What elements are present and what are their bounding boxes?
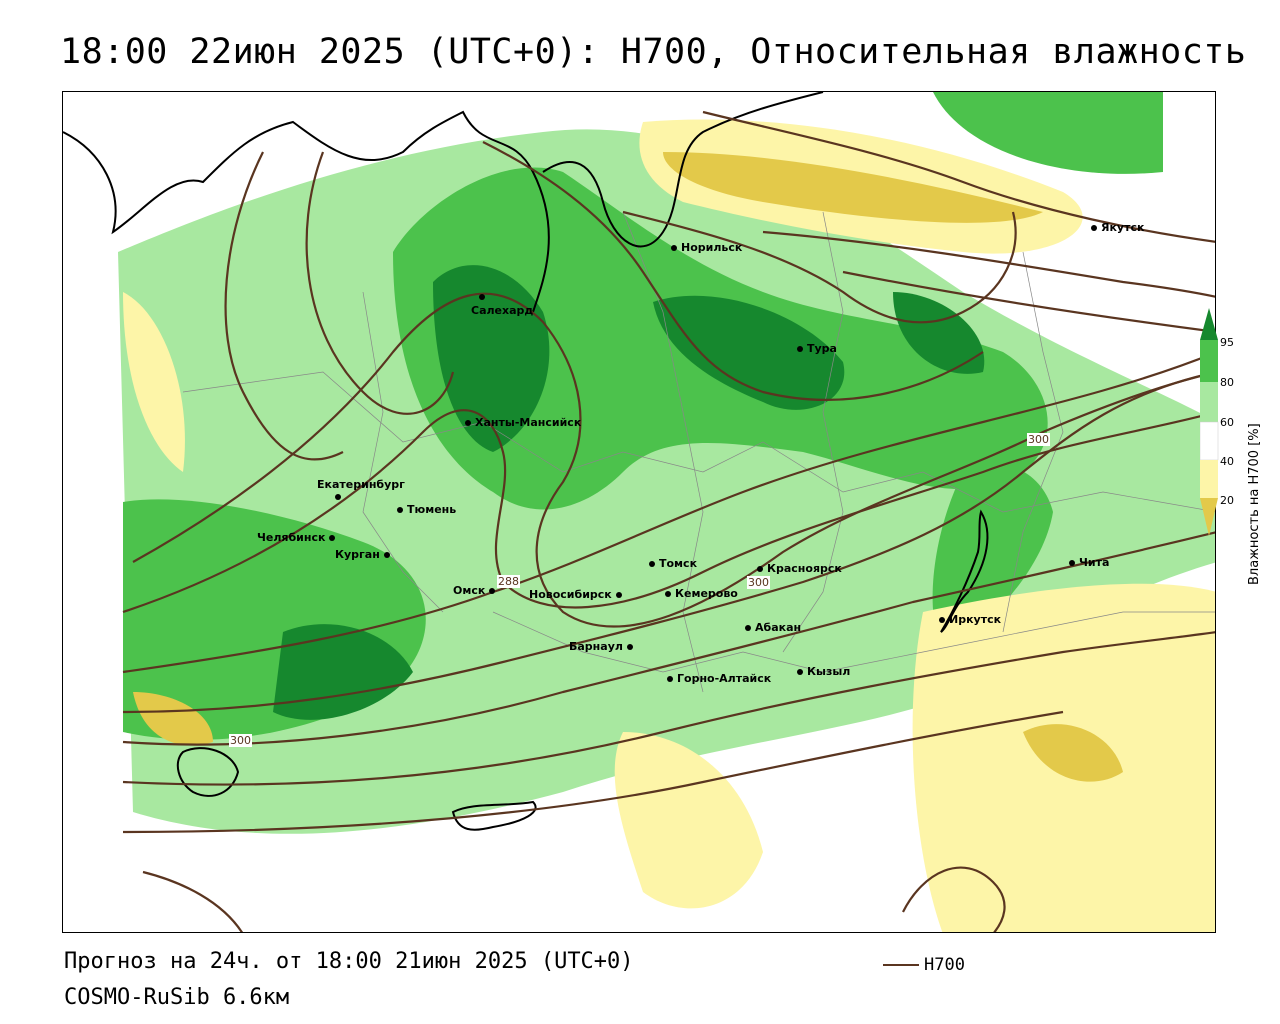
city-marker [615, 592, 622, 598]
city-chelyabinsk: Челябинск [257, 531, 339, 544]
city-kurgan: Курган [335, 548, 394, 561]
lake-baikal [940, 509, 989, 633]
city-marker [667, 676, 673, 682]
city-marker [397, 507, 403, 513]
map-canvas [63, 92, 1215, 932]
city-salekhard-label: Салехард [471, 304, 534, 317]
map-title: 18:00 22июн 2025 (UTC+0): H700, Относите… [60, 32, 1247, 72]
legend-tick: 80 [1220, 376, 1234, 389]
city-gorno-altaysk: Горно-Алтайск [667, 672, 771, 685]
city-yekaterinburg-label: Екатеринбург [317, 478, 405, 491]
admin-borders [182, 211, 1215, 693]
legend-title: Влажность на H700 [%] [1247, 423, 1262, 585]
contour-label: 288 [497, 575, 520, 588]
caspian-sea [176, 747, 240, 797]
forecast-info: Прогноз на 24ч. от 18:00 21июн 2025 (UTC… [64, 949, 634, 974]
city-omsk: Омск [453, 584, 499, 597]
city-marker [479, 294, 485, 300]
city-marker [665, 591, 671, 597]
contour-label: 300 [1027, 433, 1050, 446]
city-novosibirsk: Новосибирск [529, 588, 626, 601]
legend-tick: 20 [1220, 494, 1234, 507]
city-marker [939, 617, 945, 623]
city-marker [1069, 560, 1075, 566]
city-marker [465, 420, 471, 426]
city-krasnoyarsk: Красноярск [757, 562, 842, 575]
city-tyumen: Тюмень [397, 503, 456, 516]
city-marker [649, 561, 655, 567]
humidity-field [118, 92, 1215, 932]
dry-area [123, 292, 185, 472]
city-marker [489, 588, 496, 594]
very-wet-area [433, 265, 550, 452]
contour-label: 300 [229, 734, 252, 747]
city-yekaterinburg [335, 490, 345, 503]
very-wet-area [653, 295, 845, 410]
city-irkutsk: Иркутск [939, 613, 1001, 626]
legend-tick: 60 [1220, 416, 1234, 429]
very-wet-area [893, 292, 985, 374]
contour-label: 300 [747, 576, 770, 589]
city-tura: Тура [797, 342, 837, 355]
city-tomsk: Томск [649, 557, 697, 570]
very-dry-area [1023, 724, 1123, 782]
coastlines [63, 92, 989, 831]
city-marker [745, 625, 751, 631]
city-yakutsk: Якутск [1091, 221, 1144, 234]
city-marker [1091, 225, 1097, 231]
very-wet-area [273, 624, 413, 720]
city-khanty-mansiysk: Ханты-Мансийск [465, 416, 581, 429]
contour-legend-label: H700 [924, 955, 965, 975]
very-dry-area [133, 692, 213, 746]
city-marker [329, 535, 336, 541]
dry-area [614, 732, 763, 909]
city-marker [797, 346, 803, 352]
city-abakan: Абакан [745, 621, 801, 634]
city-marker [757, 566, 763, 572]
humidity-legend: 95 80 60 40 20 [1200, 300, 1260, 600]
humidity-map: Норильск Якутск Салехард Тура Ханты-Манс… [62, 91, 1216, 933]
city-norilsk: Норильск [671, 241, 742, 254]
city-kemerovo: Кемерово [665, 587, 738, 600]
contour-legend-line [883, 964, 919, 966]
legend-colorbar [1200, 308, 1219, 536]
legend-tick: 40 [1220, 455, 1234, 468]
moist-area-north [933, 92, 1163, 174]
city-barnaul: Барнаул [569, 640, 637, 653]
legend-tick: 95 [1220, 336, 1234, 349]
city-marker [671, 245, 677, 251]
city-marker [626, 644, 633, 650]
lake-balkhash [451, 800, 537, 831]
very-dry-area [663, 152, 1043, 223]
city-marker [797, 669, 803, 675]
h700-contours [122, 110, 1215, 932]
city-salekhard [479, 290, 489, 303]
city-marker [383, 552, 390, 558]
city-chita: Чита [1069, 556, 1109, 569]
city-kyzyl: Кызыл [797, 665, 850, 678]
model-name: COSMO-RuSib 6.6км [64, 985, 290, 1010]
city-marker [335, 494, 341, 500]
